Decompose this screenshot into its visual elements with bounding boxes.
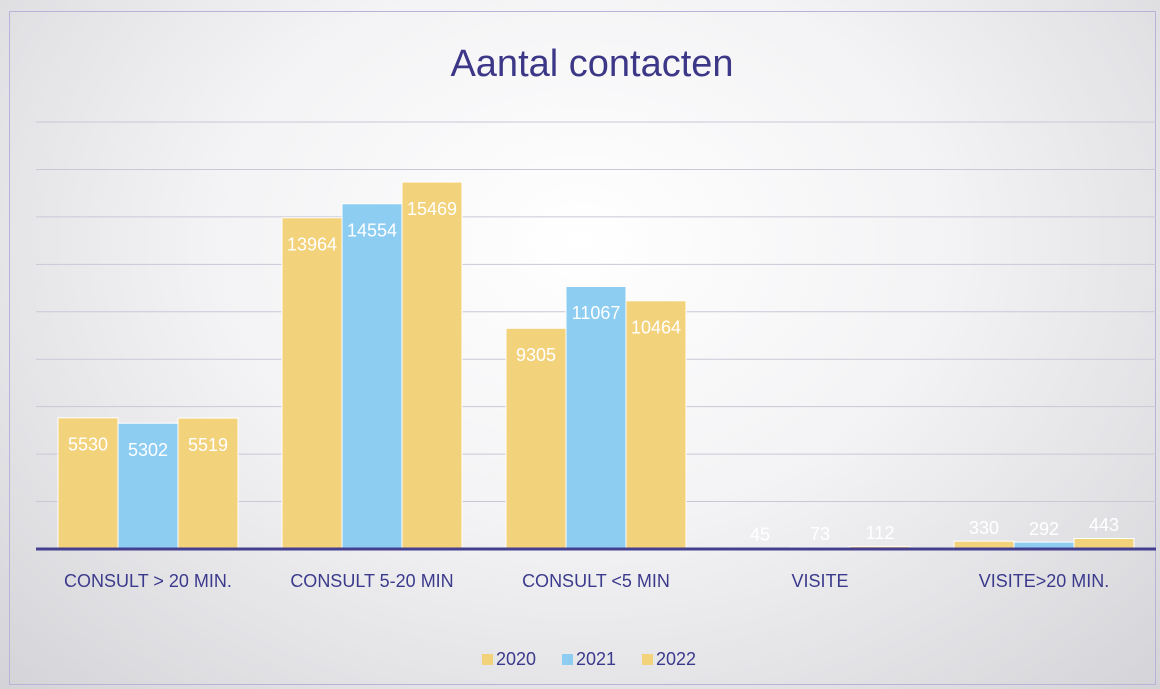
legend-swatch bbox=[562, 654, 573, 665]
legend-swatch bbox=[642, 654, 653, 665]
bar bbox=[341, 203, 403, 550]
x-tick-label: VISITE>20 MIN. bbox=[978, 571, 1110, 591]
data-label: 5530 bbox=[68, 435, 108, 455]
chart-border bbox=[9, 11, 1156, 685]
data-label: 15469 bbox=[407, 199, 457, 219]
data-label: 14554 bbox=[347, 220, 397, 240]
legend-label: 2020 bbox=[496, 649, 536, 669]
bar bbox=[57, 417, 119, 550]
bar bbox=[625, 300, 687, 550]
data-label: 112 bbox=[866, 523, 895, 543]
data-label: 13964 bbox=[287, 234, 337, 254]
bar bbox=[401, 181, 463, 550]
legend-label: 2022 bbox=[656, 649, 696, 669]
chart-title: Aantal contacten bbox=[450, 43, 733, 85]
x-tick-label: CONSULT > 20 MIN. bbox=[64, 571, 232, 591]
legend-label: 2021 bbox=[576, 649, 616, 669]
bar bbox=[1073, 537, 1135, 550]
bar bbox=[505, 327, 567, 550]
data-label: 292 bbox=[1029, 519, 1059, 539]
x-tick-label: VISITE bbox=[791, 571, 849, 591]
data-label: 330 bbox=[969, 518, 999, 538]
data-label: 11067 bbox=[572, 303, 621, 323]
bar bbox=[565, 285, 627, 550]
legend-swatch bbox=[482, 654, 493, 665]
data-label: 10464 bbox=[631, 318, 681, 338]
data-label: 443 bbox=[1089, 515, 1119, 535]
bar bbox=[281, 217, 343, 550]
data-label: 73 bbox=[810, 524, 830, 544]
data-label: 45 bbox=[750, 525, 770, 545]
data-label: 5302 bbox=[128, 440, 168, 460]
data-label: 5519 bbox=[188, 435, 228, 455]
data-label: 9305 bbox=[516, 345, 556, 365]
x-tick-label: CONSULT <5 MIN bbox=[522, 571, 670, 591]
x-tick-label: CONSULT 5-20 MIN bbox=[290, 571, 454, 591]
